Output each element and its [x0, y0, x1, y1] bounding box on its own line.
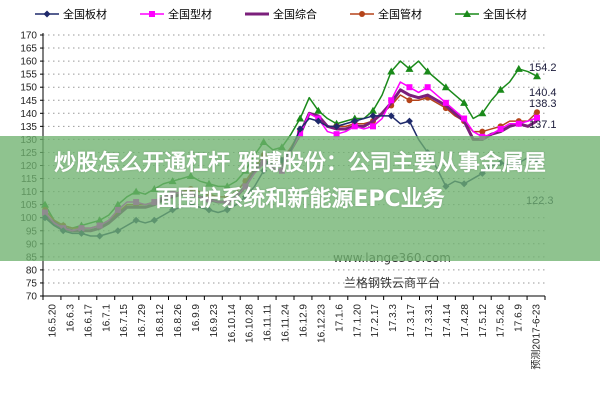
y-tick-label: 155 [20, 70, 37, 81]
overlay-banner [0, 136, 600, 261]
watermark-name: 兰格钢铁云商平台 [344, 275, 440, 290]
x-tick-label: 16.5.20 [47, 304, 58, 338]
x-tick-label: 17.5.26 [496, 304, 507, 338]
x-tick-label: 16.10.14 [227, 304, 238, 343]
x-tick-label: 16.11.24 [281, 304, 292, 343]
legend-label: 全国长材 [483, 7, 527, 21]
legend-label: 全国综合 [273, 7, 317, 21]
x-tick-label: 17.1.20 [352, 304, 363, 338]
legend-item: 全国综合 [245, 7, 317, 21]
y-tick-label: 135 [20, 122, 37, 133]
x-tick-label: 17.3.17 [406, 304, 417, 338]
end-value-label: 154.2 [529, 62, 557, 74]
x-tick-label: 17.3.31 [424, 304, 435, 338]
y-tick-label: 170 [20, 31, 37, 42]
banner-headline: 炒股怎么开通杠杆 雅博股份：公司主要从事金属屋 面围护系统和新能源EPC业务 [0, 146, 600, 218]
banner-line-2: 面围护系统和新能源EPC业务 [155, 187, 445, 212]
x-axis: 16.5.20 16.6.3 16.6.17 16.7.1 16.7.15 16.7.29… [42, 295, 546, 370]
x-tick-label: 预测2017-6-23 [530, 304, 543, 370]
legend-item: 全国管材 [350, 7, 422, 21]
chart-legend: 全国板材 全国型材 全国综合 全国管材 全国长材 [35, 7, 527, 21]
x-tick-label: 16.8.12 [155, 304, 166, 338]
y-tick-label: 70 [26, 292, 38, 303]
legend-item: 全国板材 [35, 7, 107, 21]
x-tick-label: 17.1.6 [334, 304, 345, 332]
x-tick-label: 16.7.1 [101, 304, 112, 332]
banner-line-1: 炒股怎么开通杠杆 雅博股份：公司主要从事金属屋 [54, 151, 546, 176]
x-tick-label: 16.11.11 [263, 304, 274, 342]
x-tick-label: 16.9.9 [191, 304, 202, 332]
y-tick-label: 150 [20, 83, 37, 94]
y-tick-label: 145 [20, 96, 37, 107]
legend-item: 全国长材 [455, 7, 527, 21]
legend-label: 全国型材 [168, 7, 212, 21]
x-tick-label: 16.12.23 [316, 304, 327, 343]
x-tick-label: 16.12.9 [298, 304, 309, 338]
legend-label: 全国管材 [378, 7, 422, 21]
x-tick-label: 16.8.26 [173, 304, 184, 338]
x-tick-label: 16.7.15 [119, 304, 130, 338]
x-tick-label: 17.5.12 [478, 304, 489, 338]
x-tick-label: 17.2.17 [370, 304, 381, 338]
x-tick-label: 17.3.3 [388, 304, 399, 332]
end-value-label: 138.3 [529, 98, 557, 110]
y-tick-label: 165 [20, 44, 37, 55]
y-tick-label: 140 [20, 109, 37, 120]
x-tick-label: 17.4.28 [460, 304, 471, 338]
x-tick-label: 16.6.3 [65, 304, 76, 332]
x-tick-label: 16.6.17 [83, 304, 94, 338]
y-tick-label: 160 [20, 57, 37, 68]
x-tick-label: 17.6.9 [514, 304, 525, 332]
x-tick-label: 17.4.14 [442, 304, 453, 338]
x-tick-label: 16.7.29 [137, 304, 148, 338]
end-value-label: 140.4 [529, 87, 557, 99]
y-tick-label: 80 [26, 265, 38, 276]
end-value-label: 137.1 [529, 119, 557, 131]
y-tick-label: 75 [26, 278, 38, 289]
legend-item: 全国型材 [140, 7, 212, 21]
x-tick-label: 16.10.28 [245, 304, 256, 343]
x-tick-label: 16.9.23 [209, 304, 220, 338]
legend-label: 全国板材 [63, 7, 107, 21]
